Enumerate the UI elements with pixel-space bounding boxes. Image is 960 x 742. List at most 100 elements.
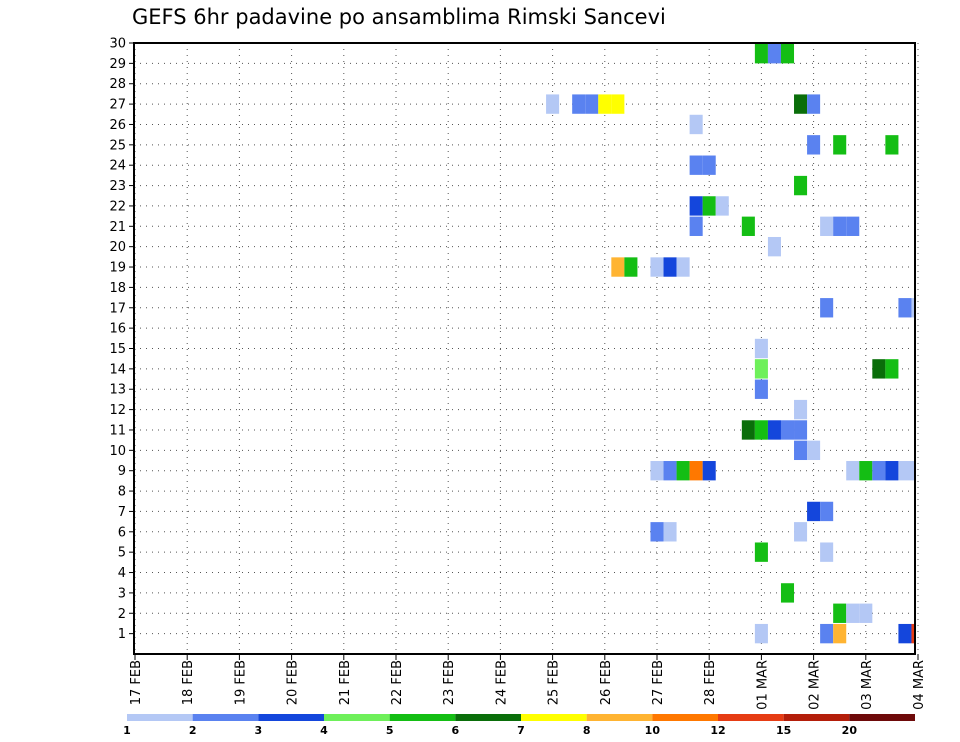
y-tick-label: 22	[109, 199, 126, 214]
legend-swatch	[652, 714, 718, 721]
legend-swatch	[127, 714, 193, 721]
chart-title: GEFS 6hr padavine po ansamblima Rimski S…	[132, 5, 666, 29]
heatmap-cell	[624, 257, 638, 277]
y-tick-label: 15	[109, 342, 126, 357]
x-axis-ticks: 17 FEB 18 FEB 19 FEB 20 FEB 21 FEB 22 FEB 23 F…	[129, 654, 927, 710]
heatmap-cell	[767, 420, 781, 440]
x-tick-label: 20 FEB	[286, 660, 301, 705]
x-tick-label: 24 FEB	[494, 660, 509, 705]
legend-swatch	[389, 714, 456, 721]
heatmap-cell	[689, 114, 703, 135]
y-tick-label: 9	[118, 464, 126, 479]
legend-label: 20	[842, 724, 858, 737]
heatmap-cell	[820, 216, 834, 236]
heatmap-cell	[650, 257, 664, 277]
y-tick-label: 28	[109, 77, 126, 92]
y-tick-label: 2	[118, 607, 126, 622]
x-tick-label: 26 FEB	[599, 660, 614, 705]
x-tick-label: 03 MAR	[860, 660, 875, 710]
y-tick-label: 27	[109, 98, 126, 113]
legend-swatch	[783, 714, 850, 721]
heatmap-cell	[767, 44, 781, 64]
heatmap-cell	[794, 440, 808, 461]
heatmap-cell	[898, 298, 912, 318]
heatmap-cell	[546, 94, 560, 114]
heatmap-cell	[846, 603, 860, 623]
heatmap-cells	[546, 44, 915, 644]
heatmap-cell	[676, 461, 690, 481]
y-tick-label: 10	[109, 444, 126, 459]
heatmap-cell	[846, 461, 860, 481]
legend-swatch	[192, 714, 259, 721]
heatmap-cell	[885, 461, 899, 481]
heatmap-cell	[833, 135, 847, 155]
y-tick-label: 24	[109, 159, 126, 174]
heatmap-cell	[689, 196, 703, 216]
legend-label: 10	[645, 724, 661, 737]
y-tick-label: 29	[109, 57, 126, 72]
legend-swatch	[521, 714, 587, 721]
legend-label: 12	[710, 724, 725, 737]
y-tick-label: 21	[109, 220, 126, 235]
y-tick-label: 25	[109, 138, 126, 153]
y-tick-label: 14	[109, 362, 126, 377]
heatmap-cell	[807, 501, 821, 522]
heatmap-cell	[807, 94, 821, 114]
y-tick-label: 12	[109, 403, 126, 418]
heatmap-cell	[911, 298, 915, 318]
y-tick-label: 20	[109, 240, 126, 255]
heatmap-cell	[754, 420, 768, 440]
legend-label: 7	[517, 724, 525, 737]
y-tick-label: 16	[109, 322, 126, 337]
heatmap-cell	[820, 501, 834, 522]
heatmap-cell	[754, 359, 768, 379]
x-tick-label: 22 FEB	[390, 660, 405, 705]
x-tick-label: 23 FEB	[442, 660, 457, 705]
grid-lines	[134, 42, 919, 654]
legend-label: 15	[776, 724, 791, 737]
heatmap-cell	[859, 603, 873, 623]
y-tick-label: 19	[109, 261, 126, 276]
heatmap-cell	[807, 135, 821, 155]
heatmap-cell	[754, 623, 768, 644]
heatmap-cell	[794, 175, 808, 196]
y-axis-ticks: 1234567891011121314151617181920212223242…	[109, 37, 134, 642]
heatmap-cell	[676, 257, 690, 277]
y-tick-label: 13	[109, 383, 126, 398]
y-tick-label: 30	[109, 37, 126, 52]
legend-label: 6	[452, 724, 460, 737]
heatmap-cell	[872, 359, 886, 379]
heatmap-cell	[611, 94, 625, 114]
x-tick-label: 04 MAR	[912, 660, 927, 710]
legend-label: 4	[320, 724, 328, 737]
heatmap-cell	[820, 298, 834, 318]
y-tick-label: 23	[109, 179, 126, 194]
heatmap-cell	[611, 257, 625, 277]
legend-swatch	[455, 714, 521, 721]
x-tick-label: 28 FEB	[703, 660, 718, 705]
heatmap-cell	[794, 399, 808, 420]
legend-label: 1	[123, 724, 131, 737]
heatmap-cell	[885, 135, 899, 155]
heatmap-cell	[754, 542, 768, 562]
heatmap-cell	[767, 236, 781, 257]
legend-swatch	[324, 714, 390, 721]
heatmap-cell	[794, 522, 808, 542]
x-tick-label: 21 FEB	[338, 660, 353, 705]
legend-label: 8	[583, 724, 591, 737]
heatmap-cell	[780, 44, 795, 64]
heatmap-cell	[689, 155, 703, 175]
legend-swatch	[849, 714, 915, 721]
heatmap-cell	[585, 94, 599, 114]
heatmap-cell	[859, 461, 873, 481]
heatmap-cell	[820, 623, 834, 644]
heatmap-cell	[780, 420, 795, 440]
legend-label: 3	[255, 724, 263, 737]
heatmap-cell	[702, 461, 716, 481]
heatmap-cell	[702, 196, 716, 216]
heatmap-cell	[885, 359, 899, 379]
heatmap-cell	[715, 196, 729, 216]
y-tick-label: 18	[109, 281, 126, 296]
y-tick-label: 8	[118, 485, 126, 500]
